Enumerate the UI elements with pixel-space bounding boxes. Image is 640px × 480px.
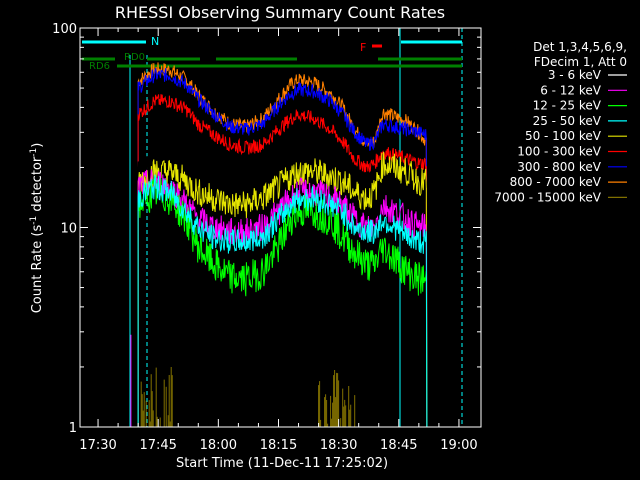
series-line-4 xyxy=(137,151,428,428)
legend-label: 25 - 50 keV xyxy=(533,114,602,128)
y-tick-label: 1 xyxy=(69,421,77,436)
x-tick-label: 18:00 xyxy=(200,438,237,453)
x-tick-label: 18:15 xyxy=(260,438,297,453)
series-line-7 xyxy=(137,174,428,428)
x-tick-label: 17:30 xyxy=(79,438,116,453)
legend-label: 100 - 300 keV xyxy=(517,145,601,159)
y-tick-label: 10 xyxy=(60,222,77,237)
chart-title: RHESSI Observing Summary Count Rates xyxy=(115,3,445,22)
annotation-n: N xyxy=(151,35,159,48)
legend-label: 12 - 25 keV xyxy=(533,99,602,113)
legend-label: 3 - 6 keV xyxy=(548,68,602,82)
y-tick-label: 100 xyxy=(52,22,77,37)
series-line-1 xyxy=(137,68,428,428)
annotation-rd6: RD6 xyxy=(89,61,110,72)
legend-label: 50 - 100 keV xyxy=(525,129,602,143)
axis-layer: 17:30 17:45 18:00 18:15 18:30 18:45 19:00 1 10 10… xyxy=(52,22,481,453)
annotation-rd0: RD0 xyxy=(124,52,145,63)
legend-label: 300 - 800 keV xyxy=(517,160,601,174)
legend-header: FDecim 1, Att 0 xyxy=(534,55,627,69)
x-tick-label: 18:45 xyxy=(380,438,417,453)
legend-header: Det 1,3,4,5,6,9, xyxy=(533,40,627,54)
series-7000-15000-spikes-1 xyxy=(318,370,356,427)
x-tick-label: 18:30 xyxy=(320,438,357,453)
y-axis-label: Count Rate (s-1 detector-1) xyxy=(29,143,45,314)
x-tick-label: 19:00 xyxy=(440,438,477,453)
series-line-6 xyxy=(137,176,428,428)
legend: Det 1,3,4,5,6,9,FDecim 1, Att 03 - 6 keV… xyxy=(494,40,627,204)
series-layer xyxy=(130,62,428,428)
series-7000-15000-spikes-0 xyxy=(140,367,173,427)
legend-label: 7000 - 15000 keV xyxy=(494,190,601,204)
annotation-layer: N F RD0 RD6 xyxy=(89,35,366,72)
x-axis-label: Start Time (11-Dec-11 17:25:02) xyxy=(176,456,388,471)
legend-label: 800 - 7000 keV xyxy=(510,175,602,189)
legend-label: 6 - 12 keV xyxy=(540,83,602,97)
x-tick-label: 17:45 xyxy=(139,438,176,453)
series-line-2 xyxy=(137,94,428,428)
annotation-f: F xyxy=(360,41,366,54)
